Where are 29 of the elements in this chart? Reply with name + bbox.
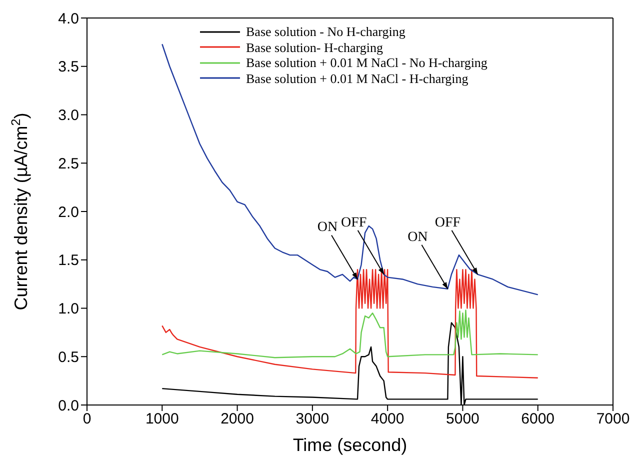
x-tick-label: 3000 bbox=[296, 410, 330, 428]
line-series bbox=[162, 268, 538, 379]
y-tick-label: 4.0 bbox=[58, 10, 79, 28]
y-tick-label: 0.0 bbox=[58, 397, 79, 414]
annotation: OFF bbox=[434, 215, 461, 230]
legend-label: Base solution- H-charging bbox=[246, 40, 383, 55]
x-tick-label: 1000 bbox=[145, 410, 179, 428]
line-series bbox=[162, 44, 538, 296]
legend-label: Base solution + 0.01 M NaCl - H-charging bbox=[246, 70, 468, 86]
annotation: ON bbox=[408, 230, 428, 245]
x-tick-label: 4000 bbox=[370, 410, 404, 428]
y-tick-label: 3.5 bbox=[58, 58, 79, 76]
line-series bbox=[162, 310, 538, 358]
x-tick-label: 5000 bbox=[446, 410, 480, 428]
x-tick-label: 6000 bbox=[521, 410, 555, 428]
legend-label: Base solution - No H-charging bbox=[246, 24, 406, 40]
y-tick-label: 2.0 bbox=[58, 204, 79, 221]
y-tick-label: 1.5 bbox=[58, 252, 79, 270]
y-tick-label: 2.5 bbox=[58, 155, 79, 172]
x-tick-label: 2000 bbox=[220, 410, 254, 428]
annotation: ON bbox=[317, 220, 338, 236]
y-tick-label: 0.5 bbox=[58, 348, 79, 366]
x-tick-label: 7000 bbox=[596, 410, 630, 428]
x-axis-title: Time (second) bbox=[292, 435, 408, 455]
x-tick-label: 0 bbox=[82, 410, 92, 428]
legend-label: Base solution + 0.01 M NaCl - No H-charging bbox=[246, 55, 488, 70]
y-tick-label: 1.0 bbox=[58, 300, 79, 318]
y-tick-label: 3.0 bbox=[58, 107, 79, 124]
annotation: OFF bbox=[340, 215, 367, 230]
